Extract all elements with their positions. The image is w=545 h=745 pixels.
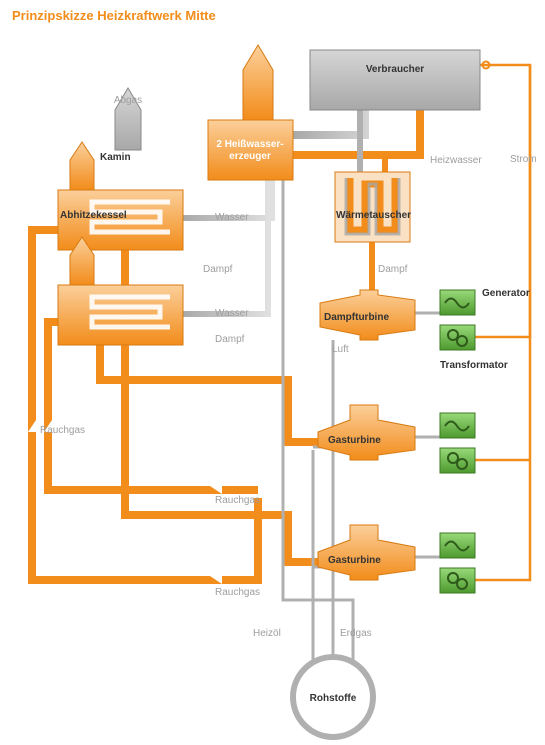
label-kamin: Kamin xyxy=(100,152,131,163)
pipe-rauchgas-gt1 xyxy=(100,345,320,442)
node-verbraucher xyxy=(310,50,480,110)
label-waermetauscher: Wärmetauscher xyxy=(336,210,411,221)
diagram-title: Prinzipskizze Heizkraftwerk Mitte xyxy=(12,8,216,23)
label-gasturbine-1: Gasturbine xyxy=(328,435,381,446)
txt-strom: Strom xyxy=(510,154,537,165)
txt-wasser-2: Wasser xyxy=(215,308,249,319)
txt-dampf-1: Dampf xyxy=(203,264,233,275)
label-abgas: Abgas xyxy=(114,95,142,106)
txt-heizwasser: Heizwasser xyxy=(430,155,482,166)
txt-rauchgas-3: Rauchgas xyxy=(215,587,260,598)
pipe-strom-3 xyxy=(474,65,530,580)
node-waermetauscher xyxy=(335,172,410,242)
node-heisswasser: 2 Heißwasser- erzeuger xyxy=(208,45,293,180)
txt-rauchgas-1: Rauchgas xyxy=(40,425,85,436)
txt-luft: Luft xyxy=(332,344,349,355)
gen-stack xyxy=(440,290,475,593)
label-rohstoffe: Rohstoffe xyxy=(310,693,357,704)
label-dampfturbine: Dampfturbine xyxy=(324,312,389,323)
txt-heizoel: Heizöl xyxy=(253,628,281,639)
txt-rauchgas-2: Rauchgas xyxy=(215,495,260,506)
label-generator: Generator xyxy=(482,288,530,299)
label-gasturbine-2: Gasturbine xyxy=(328,555,381,566)
txt-dampf-3: Dampf xyxy=(378,264,408,275)
txt-erdgas: Erdgas xyxy=(340,628,372,639)
label-abhitze: Abhitzekessel xyxy=(60,210,127,221)
diagram-canvas: Prinzipskizze Heizkraftwerk Mitte Verbra… xyxy=(0,0,545,745)
txt-dampf-2: Dampf xyxy=(215,334,245,345)
svg-text:2 Heißwasser-: 2 Heißwasser- xyxy=(216,139,283,150)
node-abhitze-2 xyxy=(58,237,183,345)
label-verbraucher: Verbraucher xyxy=(366,64,424,75)
pipe-rauchgas-left-outer xyxy=(32,230,258,580)
pipe-rauchgas-left-inner xyxy=(48,322,258,490)
txt-wasser-1: Wasser xyxy=(215,212,249,223)
svg-text:erzeuger: erzeuger xyxy=(229,151,271,162)
label-transformator: Transformator xyxy=(440,360,508,371)
